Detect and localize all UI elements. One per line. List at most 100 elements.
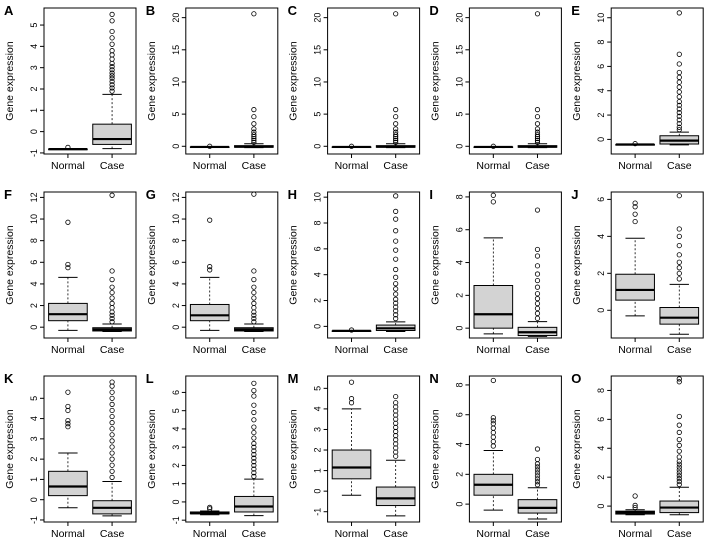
y-tick-label: 4 [596, 234, 606, 239]
outlier-point [393, 287, 397, 291]
y-tick-label: 10 [313, 77, 323, 87]
box-case [376, 194, 415, 332]
outlier-point [677, 253, 681, 257]
x-tick-label: Case [667, 160, 692, 172]
y-tick-label: 0 [29, 325, 39, 330]
outlier-point [208, 264, 212, 268]
outlier-point [110, 457, 114, 461]
outlier-point [633, 219, 637, 223]
outlier-point [110, 269, 114, 273]
y-tick-label: 0 [454, 326, 464, 331]
x-tick-label: Normal [51, 528, 85, 540]
y-tick-label: 0 [596, 504, 606, 509]
y-tick-label: 12 [171, 192, 181, 202]
outlier-point [535, 107, 539, 111]
outlier-point [535, 254, 539, 258]
outlier-point [252, 12, 256, 16]
y-tick-label: 6 [171, 260, 181, 265]
outlier-point [677, 193, 681, 197]
box-normal [332, 328, 371, 332]
panel-letter: A [4, 3, 14, 18]
outlier-point [110, 296, 114, 300]
x-tick-label: Case [525, 160, 550, 172]
outlier-point [535, 285, 539, 289]
outlier-point [535, 292, 539, 296]
x-tick-label: Normal [476, 344, 510, 356]
outlier-point [535, 208, 539, 212]
outlier-point [393, 239, 397, 243]
outlier-point [393, 122, 397, 126]
outlier-point [393, 194, 397, 198]
y-tick-label: 2 [29, 86, 39, 91]
y-tick-label: 2 [596, 475, 606, 480]
y-tick-label: 20 [313, 13, 323, 23]
y-tick-label: 0 [454, 144, 464, 149]
y-tick-label: 5 [29, 396, 39, 401]
outlier-point [393, 217, 397, 221]
box-normal [190, 144, 229, 148]
iqr-box [660, 308, 699, 325]
y-axis-label: Gene expression [288, 225, 300, 305]
panel-k: KGene expression-1012345Normal Case [4, 371, 136, 540]
box-normal [190, 505, 229, 515]
panel-letter: F [4, 187, 12, 202]
x-tick-label: Case [100, 160, 125, 172]
outlier-point [252, 296, 256, 300]
panel-o: O Gene expression 0 2 4 6 8 Normal Case [571, 371, 703, 540]
x-tick-label: Case [383, 344, 408, 356]
panel-letter: H [288, 187, 297, 202]
box-case [518, 447, 557, 519]
outlier-point [252, 277, 256, 281]
outlier-point [677, 80, 681, 84]
panel-c: CGene expression05101520Normal Case [288, 3, 420, 172]
plot-frame [328, 192, 420, 338]
outlier-point [535, 114, 539, 118]
x-tick-label: Case [383, 528, 408, 540]
y-tick-label: 4 [29, 281, 39, 286]
outlier-point [677, 449, 681, 453]
outlier-point [252, 403, 256, 407]
y-tick-label: -1 [313, 508, 323, 516]
outlier-point [252, 310, 256, 314]
outlier-point [393, 114, 397, 118]
box-normal [616, 141, 655, 145]
y-axis-label: Gene expression [146, 41, 158, 121]
plot-frame [611, 8, 703, 154]
y-tick-label: 0 [596, 137, 606, 142]
box-case [235, 381, 274, 516]
outlier-point [66, 262, 70, 266]
y-tick-label: 10 [596, 13, 606, 23]
outlier-point [677, 75, 681, 79]
y-tick-label: 6 [596, 64, 606, 69]
box-normal [332, 144, 371, 148]
panel-letter: B [146, 3, 155, 18]
outlier-point [393, 127, 397, 131]
y-axis-label: Gene expression [429, 225, 441, 305]
outlier-point [110, 285, 114, 289]
y-tick-label: 2 [29, 303, 39, 308]
y-tick-label: 4 [454, 260, 464, 265]
outlier-point [677, 11, 681, 15]
box-case [518, 12, 557, 148]
outlier-point [110, 12, 114, 16]
y-tick-label: -1 [171, 516, 181, 524]
x-tick-label: Normal [476, 528, 510, 540]
outlier-point [677, 62, 681, 66]
outlier-point [677, 52, 681, 56]
panel-letter: E [571, 3, 580, 18]
iqr-box [49, 303, 88, 320]
y-tick-label: 2 [454, 293, 464, 298]
y-tick-label: 0 [313, 489, 323, 494]
y-tick-label: 8 [29, 238, 39, 243]
outlier-point [677, 277, 681, 281]
x-tick-label: Case [525, 528, 550, 540]
outlier-point [677, 414, 681, 418]
y-axis-label: Gene expression [429, 41, 441, 121]
box-normal [49, 145, 88, 150]
panel-letter: O [571, 371, 581, 386]
y-tick-label: 10 [171, 77, 181, 87]
outlier-point [491, 426, 495, 430]
outlier-point [393, 282, 397, 286]
outlier-point [491, 444, 495, 448]
outlier-point [252, 269, 256, 273]
